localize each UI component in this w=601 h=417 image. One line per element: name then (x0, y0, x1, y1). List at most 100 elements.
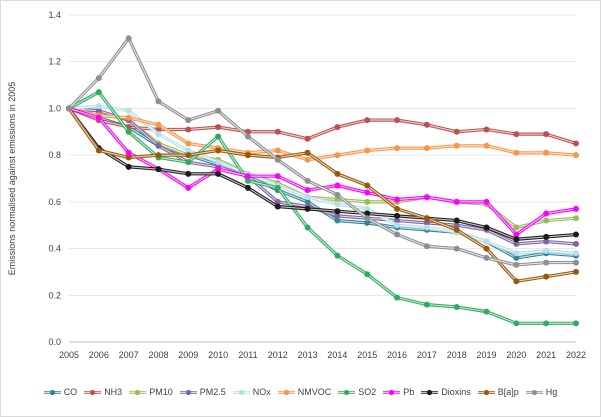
data-point-NMVOC-2021 (543, 149, 550, 156)
y-tick-label: 0.0 (48, 337, 61, 347)
data-point-Dioxins-2013 (304, 205, 311, 212)
x-tick-label: 2020 (506, 350, 526, 360)
series-line-SO2 (67, 90, 578, 325)
data-point-SO2-2007 (125, 128, 132, 135)
data-point-PM2.5-2008 (155, 142, 162, 149)
data-point-NOx-2014 (334, 201, 341, 208)
data-point-PM2.5-2016 (394, 217, 401, 224)
data-point-Hg-2014 (334, 191, 341, 198)
data-point-Dioxins-2014 (334, 208, 341, 215)
data-point-SO2-2009 (185, 159, 192, 166)
data-point-NOx-2007 (125, 107, 132, 114)
data-point-B[a]p-2013 (304, 149, 311, 156)
legend-label: SO2 (358, 387, 377, 397)
data-point-NOx-2006 (95, 103, 102, 110)
x-tick-label: 2007 (119, 350, 139, 360)
data-point-NH3-2022 (573, 140, 579, 147)
data-point-Hg-2007 (125, 35, 132, 42)
data-point-Hg-2012 (274, 156, 281, 163)
data-point-Hg-2011 (244, 133, 251, 140)
legend-marker-icon (43, 389, 61, 395)
data-point-NMVOC-2009 (185, 140, 192, 147)
data-point-SO2-2013 (304, 224, 311, 231)
legend-item-PM10: PM10 (129, 387, 173, 397)
data-point-Pb-2014 (334, 182, 341, 189)
x-tick-label: 2010 (208, 350, 228, 360)
data-point-B[a]p-2014 (334, 170, 341, 177)
legend-label: Pb (403, 387, 415, 397)
y-tick-label: 0.4 (48, 244, 61, 254)
data-point-NOx-2009 (185, 147, 192, 154)
data-point-Dioxins-2016 (394, 212, 401, 219)
data-point-NH3-2021 (543, 131, 550, 138)
data-point-NMVOC-2008 (155, 121, 162, 128)
data-point-NH3-2015 (364, 117, 371, 124)
data-point-Hg-2010 (215, 107, 222, 114)
legend-label: B[a]p (497, 387, 519, 397)
series-line-highlight-SO2 (68, 91, 576, 324)
data-point-PM2.5-2021 (543, 238, 550, 245)
legend-label: Dioxins (441, 387, 471, 397)
x-tick-label: 2022 (566, 350, 586, 360)
series-line-highlight-Hg (68, 37, 576, 266)
data-point-B[a]p-2007 (125, 154, 132, 161)
data-point-B[a]p-2020 (513, 278, 520, 285)
legend-marker-icon (525, 389, 543, 395)
data-point-Hg-2016 (394, 231, 401, 238)
y-tick-label: 1.4 (48, 10, 61, 20)
data-point-PM2.5-2022 (573, 240, 579, 247)
data-point-NH3-2013 (304, 135, 311, 142)
legend-item-Dioxins: Dioxins (421, 387, 471, 397)
data-point-Hg-2009 (185, 117, 192, 124)
data-point-NMVOC-2012 (274, 147, 281, 154)
data-point-SO2-2006 (95, 89, 102, 96)
data-point-SO2-2019 (483, 308, 490, 315)
data-point-SO2-2016 (394, 294, 401, 301)
data-point-B[a]p-2006 (95, 147, 102, 154)
legend-item-CO: CO (43, 387, 77, 397)
data-point-Pb-2016 (394, 196, 401, 203)
legend-item-NH3: NH3 (84, 387, 122, 397)
series-line-highlight-Dioxins (68, 108, 577, 240)
legend-item-PM2.5: PM2.5 (179, 387, 226, 397)
data-point-NMVOC-2007 (125, 114, 132, 121)
data-point-B[a]p-2018 (453, 226, 460, 233)
x-tick-label: 2006 (89, 350, 109, 360)
data-point-Hg-2017 (423, 243, 430, 250)
data-point-SO2-2014 (334, 252, 341, 259)
data-point-NOx-2022 (573, 250, 579, 257)
data-point-SO2-2021 (543, 320, 550, 327)
data-point-Dioxins-2021 (543, 233, 550, 240)
data-point-PM2.5-2017 (423, 219, 430, 226)
data-point-SO2-2012 (274, 184, 281, 191)
data-point-NOx-2010 (215, 159, 222, 166)
legend-label: PM2.5 (199, 387, 226, 397)
series-line-highlight-B[a]p (68, 108, 577, 282)
legend-item-NOx: NOx (232, 387, 271, 397)
data-point-Dioxins-2008 (155, 166, 162, 173)
legend-item-SO2: SO2 (338, 387, 376, 397)
data-point-NOx-2016 (394, 222, 401, 229)
legend-label: Hg (545, 387, 558, 397)
legend-marker-icon (338, 389, 356, 395)
data-point-Hg-2008 (155, 98, 162, 105)
data-point-Pb-2020 (513, 231, 520, 238)
data-point-NMVOC-2018 (453, 142, 460, 149)
data-point-NH3-2018 (453, 128, 460, 135)
data-point-Hg-2015 (364, 215, 371, 222)
x-tick-label: 2005 (59, 350, 79, 360)
data-point-B[a]p-2011 (244, 152, 251, 159)
legend-marker-icon (232, 389, 250, 395)
x-tick-label: 2018 (447, 350, 467, 360)
x-tick-label: 2011 (238, 350, 257, 360)
data-point-Hg-2020 (513, 261, 520, 268)
legend-item-B[a]p: B[a]p (477, 387, 519, 397)
data-point-Pb-2006 (95, 114, 102, 121)
y-tick-label: 1.0 (48, 103, 61, 113)
data-point-Pb-2019 (483, 198, 490, 205)
data-point-Pb-2012 (274, 173, 281, 180)
data-point-CO-2020 (513, 254, 520, 261)
data-point-B[a]p-2009 (185, 152, 192, 159)
data-point-Pb-2022 (573, 205, 579, 212)
series-line-highlight-NMVOC (68, 107, 577, 161)
